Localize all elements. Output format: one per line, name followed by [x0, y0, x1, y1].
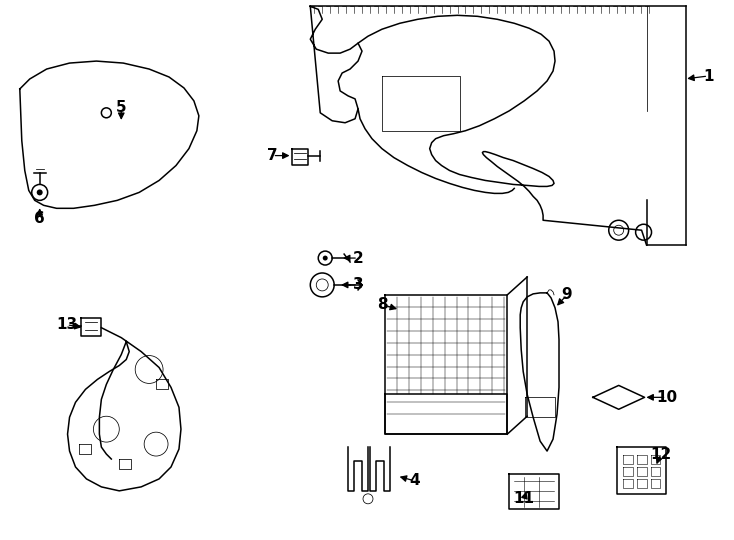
- Text: 12: 12: [650, 447, 671, 462]
- Text: 3: 3: [353, 278, 363, 293]
- Text: 1: 1: [703, 69, 713, 84]
- Text: 4: 4: [410, 474, 420, 488]
- Circle shape: [323, 255, 327, 260]
- Text: 7: 7: [267, 148, 277, 163]
- Text: 11: 11: [514, 491, 534, 507]
- Text: 10: 10: [656, 390, 677, 405]
- Text: 6: 6: [34, 211, 45, 226]
- Text: 5: 5: [116, 100, 126, 116]
- Text: 8: 8: [377, 298, 388, 312]
- Text: 13: 13: [56, 317, 77, 332]
- Circle shape: [37, 190, 43, 195]
- Text: 2: 2: [352, 251, 363, 266]
- Text: 9: 9: [562, 287, 573, 302]
